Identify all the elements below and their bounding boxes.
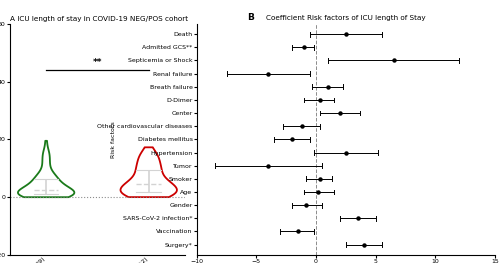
Title: Coefficient Risk factors of ICU length of Stay: Coefficient Risk factors of ICU length o… [266,14,426,21]
Text: **: ** [92,58,102,67]
Text: Risk factors: Risk factors [110,121,116,158]
Text: A ICU length of stay in COVID-19 NEG/POS cohort: A ICU length of stay in COVID-19 NEG/POS… [10,16,188,22]
Text: B: B [248,13,254,22]
